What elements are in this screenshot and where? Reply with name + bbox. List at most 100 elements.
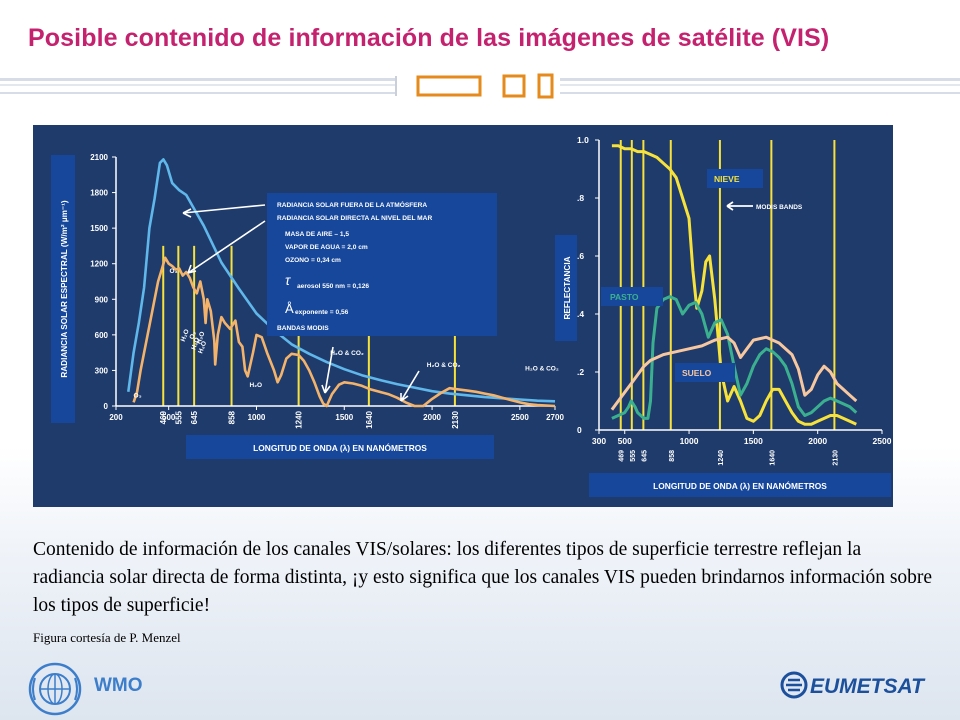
modis-bands-annotation: MODIS BANDS	[756, 204, 803, 211]
series-line-grass	[611, 295, 858, 420]
y-label-box-right	[555, 235, 577, 341]
annotation-left: H₂O	[196, 331, 207, 345]
band-tick-label-left: 858	[228, 410, 237, 424]
y-tick-label-left: 0	[104, 402, 109, 411]
series-line-snow	[611, 144, 857, 426]
band-tick-label-left: 2130	[451, 410, 460, 428]
band-tick-label-right: 858	[669, 450, 676, 462]
legend-line-sea: RADIANCIA SOLAR DIRECTA AL NIVEL DEL MAR	[277, 215, 432, 222]
x-label-box-right	[589, 473, 891, 497]
y-axis-label-left: RADIANCIA SOLAR ESPECTRAL (W/m² µm⁻¹)	[60, 200, 69, 378]
orange-square-icon	[502, 74, 526, 98]
x-axis-label-right: LONGITUD DE ONDA (λ) EN NANÓMETROS	[653, 480, 827, 491]
annotation-left: O₂	[189, 330, 198, 340]
y-tick-label-left: 900	[95, 295, 109, 304]
angstrom-symbol: Å	[285, 301, 294, 316]
x-tick-label-right: 500	[618, 436, 632, 446]
y-tick-label-left: 300	[95, 366, 109, 375]
x-axis-label-left: LONGITUD DE ONDA (λ) EN NANÓMETROS	[253, 442, 427, 453]
legend-water-vapor: VAPOR DE AGUA = 2,0 cm	[285, 244, 368, 251]
eumetsat-logo: EUMETSAT	[780, 671, 926, 699]
annotation-left: H₂O & CO₂	[525, 365, 559, 372]
eumetsat-label: EUMETSAT	[810, 675, 926, 698]
figure-credit: Figura cortesía de P. Menzel	[33, 630, 181, 645]
x-tick-label-right: 2500	[873, 436, 892, 446]
x-tick-label-right: 1000	[680, 436, 699, 446]
band-tick-label-left: 469	[159, 410, 168, 424]
arrow-modis-bands	[726, 201, 753, 211]
x-tick-label-right: 300	[592, 436, 606, 446]
legend-aerosol: aerosol 550 nm = 0,126	[297, 283, 369, 290]
y-axis-label-right: REFLECTANCIA	[563, 256, 572, 319]
annotation-left: H₂O	[249, 382, 262, 389]
x-tick-label-left: 1500	[335, 413, 353, 422]
orange-narrow-icon	[537, 73, 554, 99]
y-label-box-left	[51, 155, 75, 423]
legend-air-mass: MASA DE AIRE – 1,5	[285, 231, 349, 238]
band-tick-label-right: 469	[619, 450, 626, 462]
arrow-h2o-co2-1	[321, 346, 334, 394]
band-tick-label-left: 1640	[365, 410, 374, 428]
y-tick-label-right: .6	[577, 251, 584, 261]
y-tick-label-left: 1200	[90, 260, 108, 269]
caption-text: Contenido de información de los canales …	[33, 539, 933, 616]
x-tick-label-left: 200	[109, 413, 123, 422]
band-tick-label-left: 555	[174, 410, 183, 424]
wmo-logo-icon	[28, 662, 82, 716]
y-tick-label-right: 0	[577, 425, 582, 435]
band-tick-label-right: 1640	[769, 450, 776, 466]
label-box-snow	[707, 169, 763, 188]
label-soil: SUELO	[682, 368, 712, 378]
y-tick-label-right: .8	[577, 193, 584, 203]
legend-ozone: OZONO = 0,34 cm	[285, 257, 341, 264]
y-tick-label-left: 2100	[90, 153, 108, 162]
page-title: Posible contenido de información de las …	[28, 24, 830, 52]
annotation-left: H₂O	[190, 337, 201, 351]
label-box-grass	[601, 287, 663, 306]
annotation-left: O₃	[170, 268, 178, 275]
band-tick-label-right: 555	[630, 450, 637, 462]
legend-exponent: exponente = 0,56	[295, 309, 349, 316]
x-tick-label-left: 2000	[423, 413, 441, 422]
chart-figure: 0 300 600 900 1200 1500 1800 2100 200 500 1000 1500…	[33, 125, 893, 507]
annotation-left: H₂O	[180, 328, 191, 342]
annotation-left: H₂O & CO₂	[427, 362, 461, 369]
legend-line-top: RADIANCIA SOLAR FUERA DE LA ATMÓSFERA	[277, 200, 427, 209]
annotation-left: H₂O & CO₂	[330, 350, 364, 357]
x-tick-label-left: 1000	[248, 413, 266, 422]
y-tick-label-left: 600	[95, 331, 109, 340]
arrow-sea-level	[187, 220, 266, 274]
legend-box	[267, 193, 497, 336]
y-tick-label-left: 1800	[90, 189, 108, 198]
arrow-h2o-co2-2	[400, 370, 420, 402]
x-label-box-left	[186, 435, 494, 459]
annotation-left: H₂O	[197, 340, 208, 354]
x-tick-label-left: 2700	[546, 413, 564, 422]
x-tick-label-right: 2000	[808, 436, 827, 446]
band-tick-label-right: 645	[641, 450, 648, 462]
arrow-top-atmosphere	[182, 204, 266, 218]
y-tick-label-right: .4	[577, 309, 584, 319]
x-tick-label-right: 1500	[744, 436, 763, 446]
label-snow: NIEVE	[714, 174, 740, 184]
tau-symbol: τ	[285, 272, 291, 288]
series-line-soil	[610, 335, 858, 411]
band-tick-label-left: 645	[190, 410, 199, 424]
wmo-label: WMO	[94, 675, 143, 696]
chart-svg: 0 300 600 900 1200 1500 1800 2100 200 500 1000 1500…	[51, 135, 892, 497]
eumetsat-emblem-icon	[780, 671, 808, 699]
band-tick-label-left: 1240	[295, 410, 304, 428]
header-decoration	[0, 73, 960, 99]
annotation-left: O₃	[134, 393, 142, 400]
orange-frame-icon	[416, 75, 482, 97]
legend-modis-bands: BANDAS MODIS	[277, 325, 329, 332]
label-grass: PASTO	[610, 292, 639, 302]
band-tick-label-right: 1240	[718, 450, 725, 466]
series-line-top-atmosphere	[127, 158, 556, 403]
y-tick-label-left: 1500	[90, 224, 108, 233]
x-tick-label-left: 2500	[511, 413, 529, 422]
label-box-soil	[675, 363, 735, 382]
y-tick-label-right: 1.0	[577, 135, 589, 145]
y-tick-label-right: .2	[577, 367, 584, 377]
series-line-sea-level	[132, 256, 556, 408]
